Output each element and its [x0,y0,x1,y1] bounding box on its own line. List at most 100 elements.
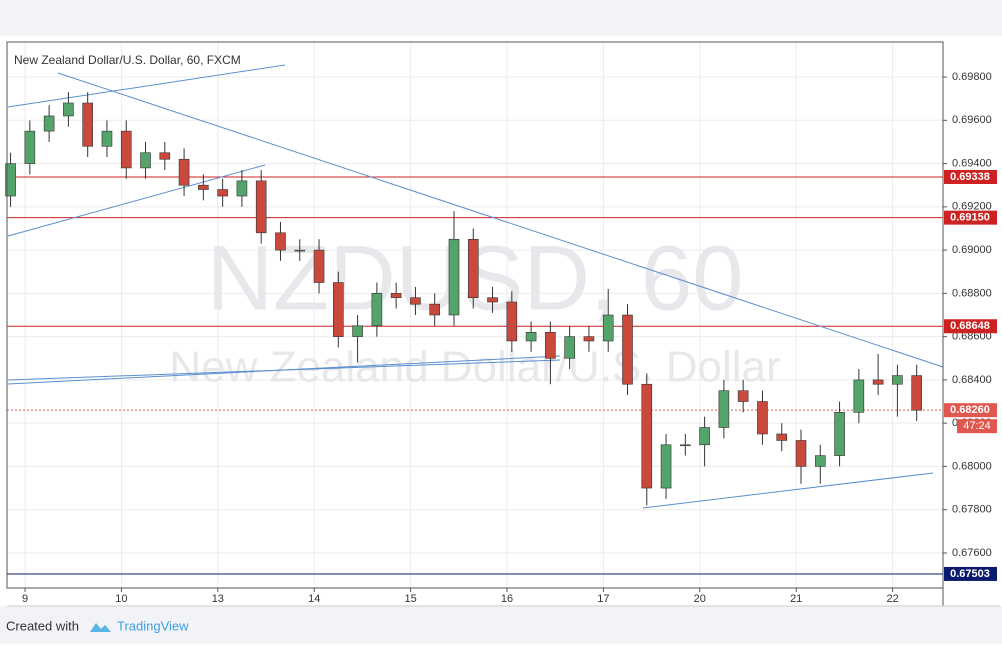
brand-link[interactable]: TradingView [117,618,189,633]
candle-body [313,249,325,283]
watermark-subtitle: New Zealand Dollar/U.S. Dollar [169,343,780,392]
x-tick-label: 22 [886,593,898,605]
x-tick-label: 13 [212,593,224,605]
candle-body [545,332,556,359]
level-label: 0.69150 [950,212,990,224]
trend-line [642,472,934,509]
candle-body [564,336,575,359]
candle-body [140,152,151,169]
x-tick-label: 20 [694,593,706,605]
candle-body [255,180,267,234]
candle-body [795,440,807,467]
candle-body [602,314,614,342]
trend-line [7,64,286,108]
y-tick-label: 0.69400 [952,157,992,169]
candle-body [429,303,441,316]
last-price-label: 0.68260 [950,404,990,416]
y-tick-label: 0.67800 [952,504,992,516]
candle-body [410,297,421,305]
candle-body [718,390,730,428]
countdown-box [957,419,997,434]
price-markers: 0.69338 0.69150 0.68648 0.67503 0.68260 47:24 [944,169,997,581]
candle-body [911,375,922,411]
level-label: 0.69338 [950,171,990,183]
y-tick-label: 0.68000 [952,460,992,472]
candle-body [178,158,190,186]
candle-body [159,152,171,160]
trend-lines [7,64,944,509]
candle-body [333,282,344,337]
candle-body [352,325,363,337]
x-tick-label: 17 [597,593,609,605]
candle-body [217,189,228,197]
candle-body [24,130,36,164]
candle-body [371,293,383,327]
candle-body [699,427,710,446]
candle-body [236,180,248,197]
x-tick-label: 16 [501,593,513,605]
candle-body [63,102,74,117]
x-tick-label: 14 [308,593,320,605]
candle-body [853,379,865,413]
candle-body [622,314,633,385]
candle-body [294,249,306,252]
level-label: 0.67503 [950,568,990,580]
chart-title: New Zealand Dollar/U.S. Dollar, 60, FXCM [14,53,241,67]
candle-body [757,401,768,435]
level-label: 0.68648 [950,320,990,332]
countdown: 47:24 [963,420,991,432]
candle-body [43,115,55,132]
axes: 0.676000.678000.680000.682000.684000.686… [22,71,992,605]
y-tick-label: 0.69200 [952,201,992,213]
level-marker [944,210,997,225]
candle-body [506,301,518,342]
candle-body [525,332,537,342]
footer-bar [0,606,1002,644]
candle-body [467,238,479,298]
trend-line [7,164,266,237]
candle-body [680,444,691,447]
candle-body [120,130,132,169]
candle-body [275,232,286,251]
levels [7,176,943,575]
candle-body [737,390,749,402]
trend-line [7,359,561,381]
y-tick-label: 0.68400 [952,374,992,386]
candle-body [872,379,884,385]
x-tick-label: 10 [115,593,127,605]
level-marker [944,566,997,581]
candle-body [390,293,402,298]
candles [5,92,922,506]
candle-body [814,455,826,467]
y-tick-label: 0.67600 [952,547,992,559]
brand-logo [90,623,111,632]
y-tick-label: 0.68800 [952,287,992,299]
candle-body [82,102,93,147]
candle-body [487,297,498,303]
candle-body [834,412,845,456]
level-marker [944,169,997,184]
candle-body [892,375,903,385]
candle-body [660,444,672,489]
candle-body [776,433,788,441]
y-tick-label: 0.69000 [952,244,992,256]
y-tick-label: 0.69800 [952,71,992,83]
grid [7,42,943,588]
candle-body [101,130,113,147]
trend-line [57,72,944,368]
candle-body [583,336,595,342]
y-tick-label: 0.69600 [952,114,992,126]
candle-body [5,163,16,197]
last-price-marker [944,403,997,418]
x-tick-label: 9 [22,593,28,605]
top-bar [0,0,1002,36]
x-tick-label: 15 [404,593,416,605]
candle-body [198,184,209,190]
level-marker [944,319,997,334]
footer-text: Created with [6,618,79,633]
x-tick-label: 21 [790,593,802,605]
candle-body [448,238,460,316]
y-tick-label: 0.68600 [952,331,992,343]
